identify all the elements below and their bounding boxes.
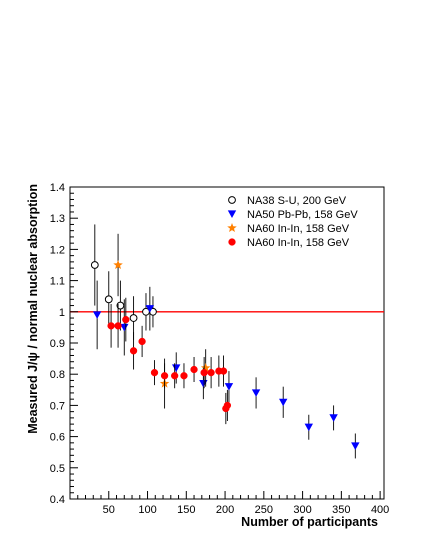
x-tick-label: 50 [103,504,115,516]
data-point [251,389,261,397]
data-point [223,401,232,410]
y-tick-label: 1.2 [50,244,65,256]
y-tick-label: 1.3 [50,213,65,225]
x-tick-label: 350 [332,504,350,516]
data-point [200,368,208,377]
x-tick-label: 300 [293,504,311,516]
y-tick-label: 0.9 [50,338,65,350]
x-tick-label: 400 [371,504,389,516]
data-point [180,372,188,380]
data-point [92,311,102,319]
series-3 [107,297,232,425]
data-point [114,322,122,330]
data-point [129,314,138,322]
data-point [104,295,113,304]
data-point [219,367,228,375]
data-point [116,301,125,310]
legend-marker [227,210,237,218]
data-point [160,372,169,380]
data-point [150,368,159,377]
legend-label: NA60 In-In, 158 GeV [247,223,350,235]
data-point [304,423,313,432]
data-point [172,364,181,372]
axis-ticks: 50 100 150 200 250 300 350 400 0.4 0.5 0.6 0.7 0.8 0.… [50,182,390,516]
data-point [207,368,215,377]
data-point [200,362,211,373]
data-point [122,315,130,324]
y-tick-label: 1.1 [50,276,65,288]
x-tick-label: 250 [255,504,273,516]
y-tick-label: 0.7 [50,400,65,412]
data-point [120,323,129,332]
y-tick-label: 1 [59,307,65,319]
y-tick-label: 0.4 [50,494,65,506]
data-point [107,322,115,330]
data-point [145,305,155,313]
data-point [113,260,123,270]
data-marks [90,224,360,459]
legend-label: NA38 S-U, 200 GeV [247,195,347,207]
data-point [199,379,208,388]
y-tick-label: 0.5 [50,463,65,475]
x-tick-label: 200 [216,504,234,516]
y-tick-label: 1.4 [50,182,65,194]
legend-marker [228,196,236,204]
y-tick-label: 0.6 [50,432,65,444]
data-point [171,372,179,380]
data-point [90,261,99,269]
x-tick-label: 150 [177,504,195,516]
data-point [190,365,198,374]
data-point [279,398,288,407]
y-tick-label: 0.8 [50,369,65,381]
x-tick-label: 100 [138,504,156,516]
legend-marker [227,223,237,233]
data-point [329,414,338,422]
series-0 [90,224,157,340]
legend-marker [228,238,236,246]
data-point [351,442,360,450]
data-point [129,347,138,355]
legend-label: NA60 In-In, 158 GeV [247,237,350,249]
data-point [224,383,234,391]
legend-label: NA50 Pb-Pb, 158 GeV [247,209,358,221]
y-axis-title: Measured J/ψ / normal nuclear absorption [26,184,40,434]
x-axis-title: Number of participants [241,515,378,529]
data-point [138,337,146,346]
legend: NA38 S-U, 200 GeV NA50 Pb-Pb, 158 GeV NA60… [227,195,358,249]
